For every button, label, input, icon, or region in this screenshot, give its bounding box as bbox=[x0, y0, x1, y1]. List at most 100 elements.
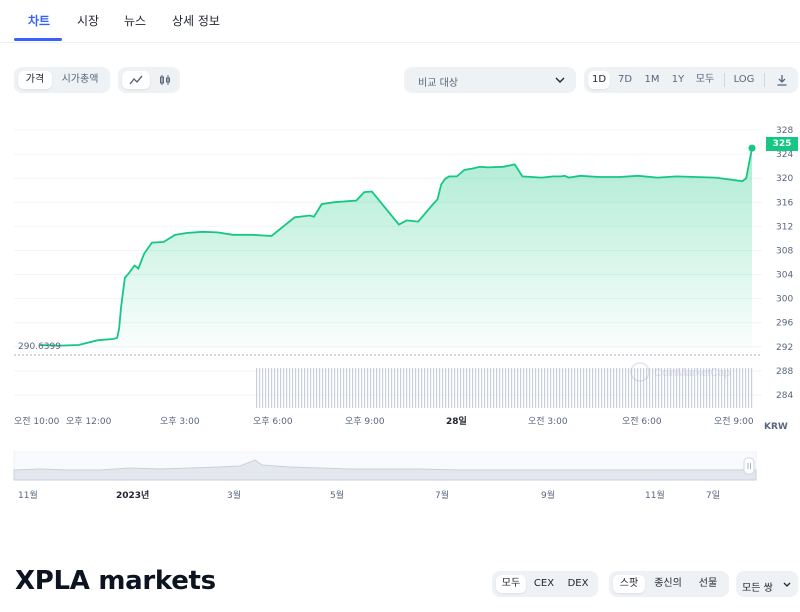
candlestick-button[interactable] bbox=[152, 71, 178, 89]
volume-bar bbox=[427, 368, 429, 408]
volume-bar bbox=[337, 368, 339, 408]
open-price-label: 290.6399 bbox=[18, 342, 61, 352]
volume-bar bbox=[439, 368, 441, 408]
navigator-label: 7월 bbox=[435, 491, 450, 501]
volume-bar bbox=[364, 368, 366, 408]
volume-bar bbox=[628, 368, 630, 408]
compare-select[interactable]: 비교 대상 bbox=[404, 67, 576, 93]
volume-bar bbox=[619, 368, 621, 408]
navigator-label: 3월 bbox=[227, 491, 242, 501]
volume-bar bbox=[697, 368, 699, 408]
volume-bar bbox=[745, 368, 747, 408]
volume-bar bbox=[352, 368, 354, 408]
tab-details[interactable]: 상세 정보 bbox=[172, 14, 220, 28]
volume-bar bbox=[718, 368, 720, 408]
range-1m[interactable]: 1M bbox=[644, 74, 660, 85]
x-tick-label: 오전 6:00 bbox=[622, 417, 662, 427]
volume-bar bbox=[721, 368, 723, 408]
volume-bar bbox=[457, 368, 459, 408]
filter-perpetual[interactable]: 종신의 bbox=[654, 578, 682, 589]
volume-bar bbox=[604, 368, 606, 408]
range-navigator[interactable] bbox=[0, 448, 800, 482]
market-type-filter: 스팟 종신의 선물 bbox=[609, 571, 729, 597]
volume-bar bbox=[388, 368, 390, 408]
price-chart[interactable]: 328 324 320 316 312 308 304 300 296 292 288 284 Coi… bbox=[0, 110, 800, 440]
volume-bar bbox=[514, 368, 516, 408]
volume-bar bbox=[637, 368, 639, 408]
volume-bar bbox=[418, 368, 420, 408]
tab-markets[interactable]: 시장 bbox=[77, 14, 100, 28]
volume-bar bbox=[325, 368, 327, 408]
volume-bar bbox=[478, 368, 480, 408]
line-chart-button[interactable] bbox=[122, 71, 150, 89]
volume-bar bbox=[334, 368, 336, 408]
volume-bar bbox=[328, 368, 330, 408]
market-cap-toggle[interactable]: 시가총액 bbox=[61, 74, 99, 85]
volume-bar bbox=[373, 368, 375, 408]
line-chart-icon bbox=[129, 75, 143, 85]
download-button[interactable] bbox=[770, 71, 794, 89]
tab-news[interactable]: 뉴스 bbox=[124, 14, 147, 28]
volume-bar bbox=[643, 368, 645, 408]
volume-bar bbox=[379, 368, 381, 408]
volume-bar bbox=[670, 368, 672, 408]
volume-bar bbox=[484, 368, 486, 408]
navigator-sparkline bbox=[13, 459, 757, 481]
volume-bar bbox=[625, 368, 627, 408]
filter-dex[interactable]: DEX bbox=[567, 578, 589, 589]
range-all[interactable]: 모두 bbox=[695, 74, 715, 85]
volume-bar bbox=[343, 368, 345, 408]
volume-bar bbox=[673, 368, 675, 408]
volume-bar bbox=[589, 368, 591, 408]
candlestick-icon bbox=[160, 75, 170, 85]
filter-futures[interactable]: 선물 bbox=[698, 578, 718, 589]
volume-bar bbox=[508, 368, 510, 408]
navigator-label: 7일 bbox=[706, 491, 721, 501]
volume-bar bbox=[700, 368, 702, 408]
volume-bar bbox=[547, 368, 549, 408]
navigator-handle[interactable] bbox=[743, 457, 755, 475]
volume-bar bbox=[532, 368, 534, 408]
volume-bar bbox=[256, 368, 258, 408]
volume-bar bbox=[616, 368, 618, 408]
pair-select[interactable]: 모든 쌍 bbox=[736, 571, 798, 597]
price-toggle[interactable]: 가격 bbox=[18, 71, 52, 89]
volume-bar bbox=[505, 368, 507, 408]
volume-bar bbox=[646, 368, 648, 408]
volume-bar bbox=[271, 368, 273, 408]
volume-bar bbox=[562, 368, 564, 408]
filter-all[interactable]: 모두 bbox=[496, 575, 526, 593]
volume-bar bbox=[280, 368, 282, 408]
volume-bar bbox=[265, 368, 267, 408]
volume-bar bbox=[454, 368, 456, 408]
range-1y[interactable]: 1Y bbox=[671, 74, 685, 85]
volume-bar bbox=[535, 368, 537, 408]
volume-bar bbox=[349, 368, 351, 408]
volume-bar bbox=[751, 368, 753, 408]
volume-bar bbox=[391, 368, 393, 408]
range-1d[interactable]: 1D bbox=[588, 71, 610, 89]
volume-bar bbox=[685, 368, 687, 408]
last-price-dot bbox=[748, 144, 756, 152]
volume-bar bbox=[268, 368, 270, 408]
volume-bar bbox=[421, 368, 423, 408]
volume-bar bbox=[289, 368, 291, 408]
x-tick-label: 오전 10:00 bbox=[14, 417, 60, 427]
volume-bar bbox=[262, 368, 264, 408]
filter-cex[interactable]: CEX bbox=[533, 578, 555, 589]
filter-spot[interactable]: 스팟 bbox=[613, 575, 645, 593]
volume-bar bbox=[550, 368, 552, 408]
volume-bar bbox=[340, 368, 342, 408]
tab-chart[interactable]: 차트 bbox=[28, 14, 51, 28]
volume-bar bbox=[301, 368, 303, 408]
volume-bar bbox=[448, 368, 450, 408]
range-7d[interactable]: 7D bbox=[617, 74, 633, 85]
log-toggle[interactable]: LOG bbox=[733, 74, 755, 85]
tab-bar: 차트 시장 뉴스 상세 정보 bbox=[0, 0, 800, 43]
active-tab-indicator bbox=[14, 38, 62, 41]
volume-bar bbox=[466, 368, 468, 408]
volume-bar bbox=[259, 368, 261, 408]
price-line bbox=[39, 147, 753, 347]
volume-bar bbox=[412, 368, 414, 408]
volume-bar bbox=[676, 368, 678, 408]
